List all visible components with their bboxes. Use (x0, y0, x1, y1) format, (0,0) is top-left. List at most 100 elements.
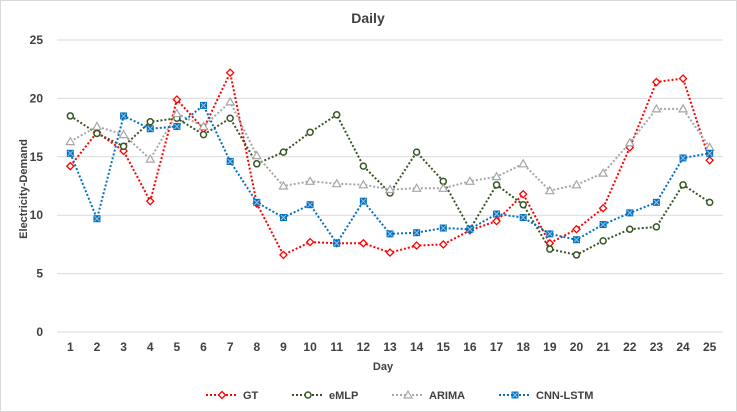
data-point (91, 121, 102, 131)
legend-item-emlp: eMLP (292, 390, 358, 402)
data-point (120, 112, 128, 120)
data-point-cross (253, 199, 260, 206)
legend-label: eMLP (329, 390, 358, 402)
data-point (359, 197, 367, 205)
data-point (93, 129, 101, 138)
data-point (66, 149, 74, 157)
data-point (438, 239, 448, 249)
data-point-cross (67, 150, 74, 157)
data-point (412, 148, 421, 156)
data-point (359, 162, 368, 170)
x-tick-label: 15 (437, 340, 451, 354)
y-tick-label: 20 (30, 91, 44, 105)
y-tick-label: 10 (30, 208, 44, 222)
data-point (439, 224, 447, 232)
data-point (706, 149, 714, 157)
x-tick-label: 16 (463, 340, 477, 354)
data-point (118, 129, 129, 139)
data-point (305, 237, 315, 247)
data-point (93, 215, 101, 223)
data-point (519, 214, 527, 222)
series-line (69, 100, 711, 192)
data-point (279, 148, 288, 156)
series-arima (65, 96, 715, 195)
data-point-cross (706, 150, 713, 157)
data-point-cross (493, 211, 500, 217)
x-tick-label: 24 (676, 340, 690, 354)
data-point (251, 150, 262, 160)
data-point (519, 200, 527, 209)
data-point (678, 103, 689, 113)
data-point (305, 176, 316, 185)
x-axis-label: Day (373, 361, 394, 373)
data-point (572, 236, 580, 244)
data-point (571, 179, 582, 189)
data-point (278, 180, 289, 190)
data-point (217, 390, 227, 400)
data-point (199, 130, 208, 139)
series-lines (65, 68, 715, 260)
data-point (413, 229, 421, 237)
data-point (172, 95, 182, 104)
data-point-cross (600, 221, 606, 228)
y-axis-label: Electricity-Demand (18, 139, 30, 239)
data-point (253, 160, 261, 168)
data-point (304, 391, 312, 399)
data-point (679, 181, 687, 189)
x-tick-label: 19 (543, 340, 557, 354)
data-point (518, 189, 528, 199)
x-tick-label: 18 (517, 340, 531, 354)
x-tick-label: 14 (410, 340, 424, 354)
data-point (66, 112, 75, 120)
chart-title: Daily (351, 10, 385, 26)
data-point (65, 136, 76, 146)
data-point-cross (440, 225, 447, 231)
data-point (145, 153, 156, 163)
series-cnn-lstm (66, 101, 714, 247)
data-point-cross (680, 155, 686, 161)
x-tick-label: 5 (174, 340, 181, 354)
x-tick-label: 6 (200, 340, 207, 354)
data-point-cross (546, 231, 553, 237)
data-point (598, 203, 608, 213)
data-point (572, 251, 581, 259)
data-point (198, 121, 209, 131)
data-point (598, 167, 609, 177)
y-tick-label: 5 (36, 267, 43, 281)
data-point (119, 142, 128, 151)
data-point-cross (467, 226, 473, 233)
x-tick-label: 2 (94, 340, 101, 354)
data-point (65, 161, 75, 171)
series-line (69, 103, 710, 246)
y-tick-label: 0 (36, 325, 43, 339)
data-point-cross (360, 198, 367, 205)
x-tick-label: 4 (147, 340, 154, 354)
data-point (358, 179, 369, 189)
data-point (306, 201, 314, 209)
series-gt (65, 68, 715, 260)
legend: GT eMLP ARIMA CNN-LSTM (206, 389, 593, 402)
data-point (146, 118, 154, 126)
data-point-cross (147, 125, 154, 132)
data-point-cross (413, 229, 420, 236)
data-point (626, 209, 634, 217)
data-point (279, 250, 288, 260)
x-axis-ticks: 1 2 3 4 5 6 7 8 9 10 11 12 13 14 15 16 17 18 19 20 21 22 23 24 2… (67, 340, 717, 354)
data-point (200, 101, 208, 109)
x-tick-label: 8 (253, 340, 260, 354)
data-point-cross (573, 236, 580, 243)
data-point (599, 221, 607, 229)
data-point (402, 389, 414, 399)
x-tick-label: 13 (383, 340, 397, 354)
y-axis-ticks: 0 5 10 15 20 25 (30, 33, 44, 339)
data-point (626, 225, 634, 233)
x-tick-label: 10 (303, 340, 317, 354)
data-point-cross (387, 231, 393, 237)
data-point (518, 158, 529, 168)
data-point-cross (307, 201, 313, 208)
series-line (69, 69, 711, 257)
data-point (511, 391, 519, 399)
data-point-cross (200, 102, 207, 109)
data-point (333, 239, 341, 247)
data-point (705, 155, 715, 165)
